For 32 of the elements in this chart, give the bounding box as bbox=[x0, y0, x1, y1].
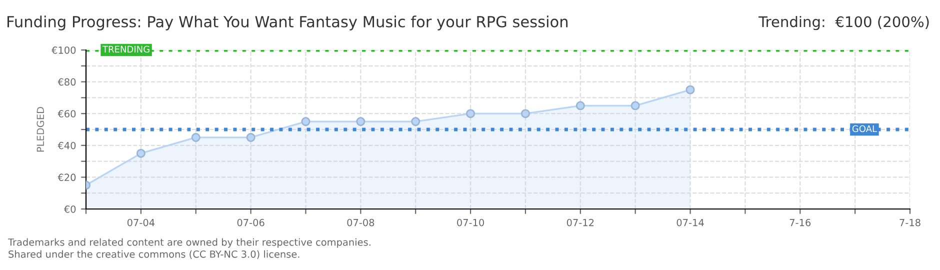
x-tick-label: 07-14 bbox=[676, 218, 704, 226]
x-tick-label: 07-10 bbox=[457, 218, 484, 226]
y-tick-label: €20 bbox=[58, 174, 76, 182]
x-tick-label: 7-16 bbox=[790, 218, 811, 226]
point bbox=[630, 101, 640, 110]
text: Shared under the creative commons (CC BY-NC 3.0) license. bbox=[8, 250, 300, 259]
point bbox=[411, 117, 420, 126]
text: Trademarks and related content are owned by their respective companies. bbox=[8, 238, 370, 248]
point bbox=[191, 132, 200, 142]
y-tick-label: €40 bbox=[58, 142, 76, 150]
point bbox=[246, 132, 256, 142]
x-tick-label: 07-06 bbox=[237, 218, 264, 226]
y-tick-label: €100 bbox=[52, 46, 76, 54]
point bbox=[356, 117, 366, 126]
y-tick-label: €80 bbox=[58, 78, 76, 86]
point bbox=[136, 148, 146, 158]
x-tick-label: 07-04 bbox=[127, 218, 155, 226]
x-tick-label: 07-08 bbox=[347, 218, 374, 226]
ref-line-label: GOAL bbox=[852, 125, 877, 132]
point bbox=[301, 117, 310, 126]
ref-line-label: TRENDING bbox=[102, 46, 150, 53]
x-tick-label: 07-12 bbox=[566, 218, 594, 226]
x-tick-label: 7-18 bbox=[900, 218, 920, 226]
point bbox=[466, 109, 476, 118]
chart-title: Funding Progress: Pay What You Want Fantasy Music for your RPG session bbox=[8, 16, 568, 30]
y-axis-title: PLEDGED bbox=[36, 107, 44, 152]
y-tick-label: €0 bbox=[64, 205, 76, 213]
point bbox=[686, 85, 695, 94]
text: Trending: €100 (200%) bbox=[758, 16, 929, 30]
y-tick-label: €60 bbox=[58, 110, 76, 118]
point bbox=[520, 109, 530, 118]
point bbox=[576, 101, 585, 110]
